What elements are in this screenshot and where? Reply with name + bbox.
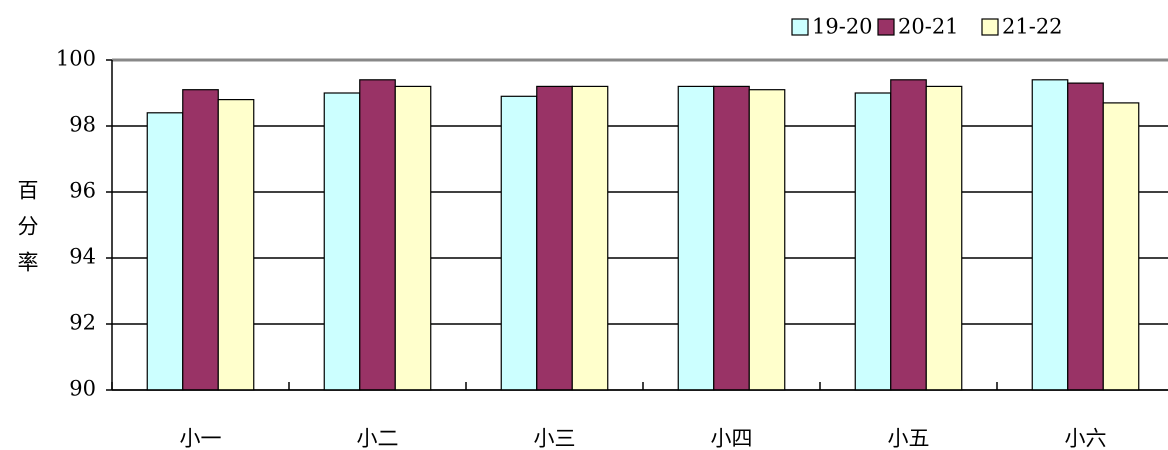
y-tick-label: 100 xyxy=(56,47,96,71)
legend-swatch xyxy=(877,18,895,36)
y-tick-label: 92 xyxy=(69,311,96,335)
bar xyxy=(323,92,361,391)
bar xyxy=(182,89,219,391)
bar xyxy=(713,85,750,391)
x-tick-label: 小三 xyxy=(534,427,576,450)
y-tick-label: 96 xyxy=(69,179,96,203)
legend-swatch xyxy=(981,18,999,36)
legend-swatch xyxy=(791,18,809,36)
legend-label: 19-20 xyxy=(812,15,873,39)
bar xyxy=(146,112,184,391)
y-tick-label: 98 xyxy=(69,113,96,137)
bar xyxy=(854,92,892,391)
x-tick-label: 小二 xyxy=(357,427,399,450)
bar xyxy=(1067,82,1104,391)
y-axis-label-char: 分 xyxy=(18,215,39,239)
legend-label: 21-22 xyxy=(1002,15,1063,39)
bar xyxy=(1102,102,1140,391)
x-tick-label: 小五 xyxy=(888,427,930,450)
bar xyxy=(500,95,538,391)
legend-label: 20-21 xyxy=(898,15,959,39)
bar xyxy=(359,79,396,391)
bar xyxy=(890,79,927,391)
bar xyxy=(217,98,255,391)
x-tick-label: 小四 xyxy=(711,427,753,450)
bar xyxy=(748,89,786,391)
bar xyxy=(925,85,963,391)
y-axis-label-char: 百 xyxy=(18,179,39,203)
bar xyxy=(1031,79,1069,391)
bar xyxy=(677,85,715,391)
x-tick-label: 小六 xyxy=(1065,427,1107,450)
y-tick-label: 90 xyxy=(69,377,96,401)
x-tick-label: 小一 xyxy=(180,427,222,450)
bar xyxy=(536,85,573,391)
bar xyxy=(394,85,432,391)
y-axis-label-char: 率 xyxy=(18,251,39,275)
y-tick-label: 94 xyxy=(69,245,96,269)
bar xyxy=(571,85,609,391)
